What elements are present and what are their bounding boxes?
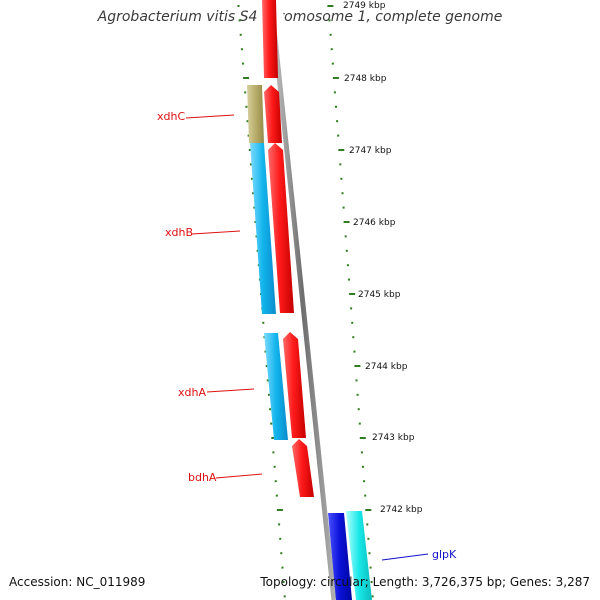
kbp-label: 2747 kbp [349,146,392,156]
kbp-label: 2743 kbp [372,433,415,443]
gene-xdhC-block[interactable] [247,85,264,143]
xdhB-leader-line [191,230,241,235]
glpK-leader-line [381,553,429,561]
gene-upper-arrow[interactable] [262,0,278,78]
map-title: Agrobacterium vitis S4 chromosome 1, com… [97,9,503,25]
gene-label-bdhA[interactable]: bdhA [188,471,217,484]
bdhA-leader-line [215,473,263,479]
gene-xdhC-arrow[interactable] [264,85,282,143]
gene-label-xdhB[interactable]: xdhB [165,226,193,239]
gene-bdhA-arrow[interactable] [292,439,314,497]
kbp-label: 2742 kbp [380,505,423,515]
kbp-label: 2748 kbp [344,74,387,84]
xdhC-leader-line [185,114,235,119]
gene-label-glpK[interactable]: glpK [432,548,457,561]
gene-xdhA-block[interactable] [264,333,288,440]
accession-label: Accession: NC_011989 [9,575,146,589]
tick-row-right [327,5,374,598]
genome-summary: Topology: circular; Length: 3,726,375 bp… [260,575,590,589]
kbp-label: 2745 kbp [358,290,401,300]
xdhA-leader-line [206,388,255,393]
gene-label-xdhA[interactable]: xdhA [178,386,206,399]
gene-glpK-adjacent-block[interactable] [346,511,372,600]
gene-xdhB-arrow[interactable] [268,143,294,313]
gene-glpK-block[interactable] [328,513,352,600]
gene-label-xdhC[interactable]: xdhC [157,110,185,123]
gene-xdhA-arrow[interactable] [283,332,306,438]
kbp-label: 2749 kbp [343,1,386,11]
kbp-label: 2746 kbp [353,218,396,228]
kbp-label: 2744 kbp [365,362,408,372]
chromosome-backbone [268,0,337,600]
gene-xdhB-block[interactable] [250,143,276,314]
